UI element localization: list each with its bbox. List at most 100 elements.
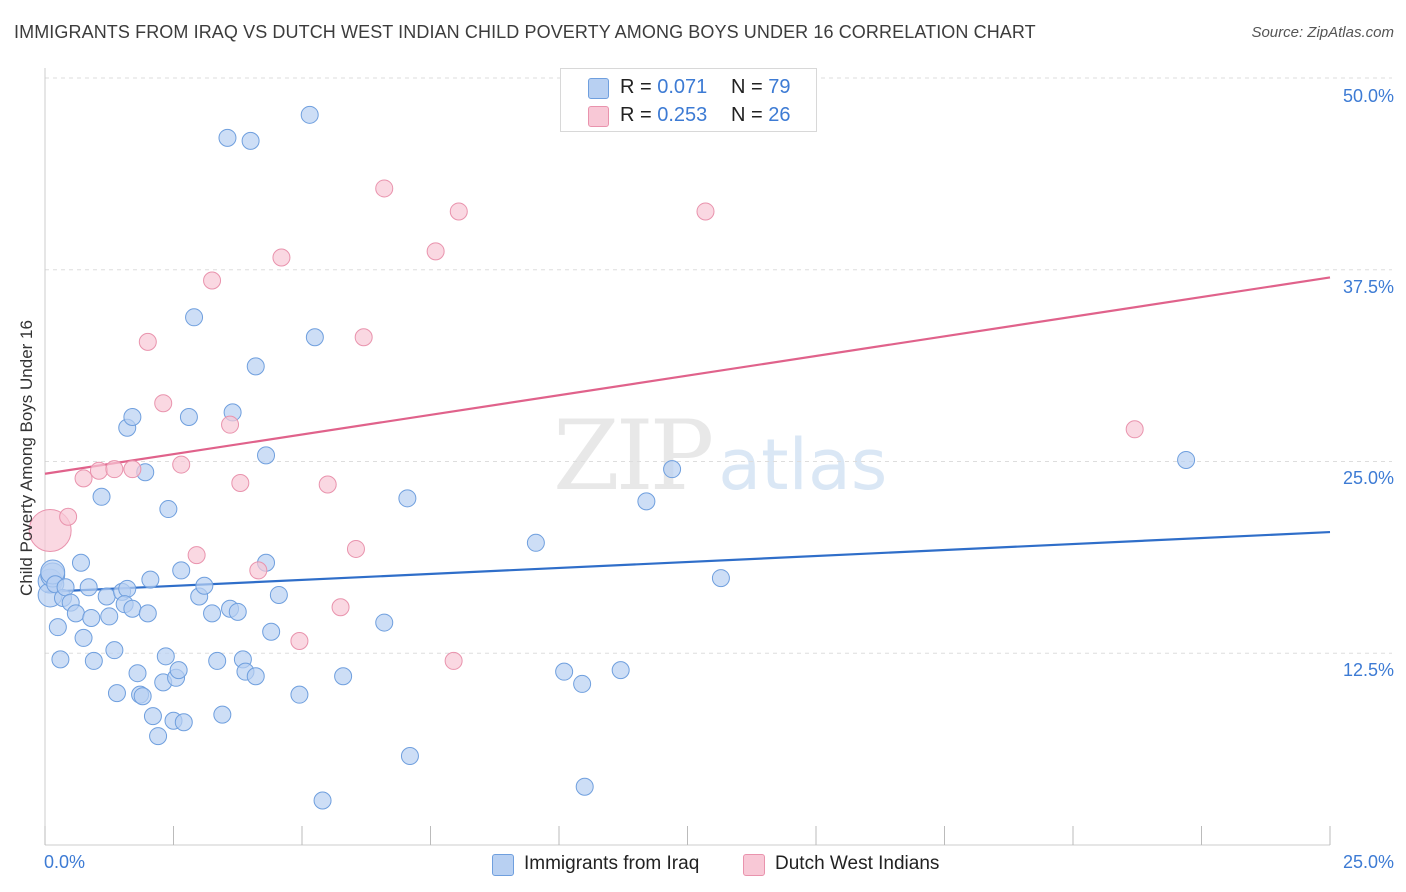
legend-swatch-blue <box>588 78 609 99</box>
point-iraq <box>169 661 188 680</box>
trend-line-dutch-west-indian <box>44 276 1331 475</box>
point-iraq <box>118 579 137 598</box>
point-iraq <box>305 328 324 347</box>
point-iraq <box>79 578 98 597</box>
point-iraq <box>208 651 227 670</box>
legend-r-dutch-west-indian: R = 0.253 <box>620 104 708 126</box>
point-iraq <box>123 408 142 427</box>
point-iraq <box>84 651 103 670</box>
point-iraq <box>573 674 592 693</box>
point-iraq <box>48 618 67 637</box>
point-dutch-west-indian <box>249 561 268 580</box>
x-tick-label-min: 0.0% <box>44 852 86 872</box>
point-dutch-west-indian <box>74 469 93 488</box>
point-iraq <box>526 533 545 552</box>
point-iraq <box>575 777 594 796</box>
point-dutch-west-indian <box>231 473 250 492</box>
y-tick-label-12-5: 12.5% <box>1342 660 1394 680</box>
point-iraq <box>195 576 214 595</box>
point-iraq <box>269 585 288 604</box>
point-dutch-west-indian <box>123 460 142 479</box>
point-dutch-west-indian <box>221 415 240 434</box>
point-dutch-west-indian <box>272 248 291 267</box>
point-dutch-west-indian <box>449 202 468 221</box>
point-iraq <box>123 599 142 618</box>
trend-line-iraq <box>44 530 1331 593</box>
chart-source: Source: ZipAtlas.com <box>1251 24 1394 41</box>
point-iraq <box>56 578 75 597</box>
point-iraq <box>97 587 116 606</box>
chart-title: IMMIGRANTS FROM IRAQ VS DUTCH WEST INDIA… <box>14 22 1036 42</box>
bottom-legend-label-dutch-west-indian: Dutch West Indians <box>775 853 940 874</box>
legend-n-iraq: N = 79 <box>731 76 791 98</box>
point-dutch-west-indian <box>105 460 124 479</box>
point-iraq <box>213 705 232 724</box>
point-iraq <box>246 357 265 376</box>
point-iraq <box>246 667 265 686</box>
point-dutch-west-indian <box>187 546 206 565</box>
point-iraq <box>637 492 656 511</box>
legend-r-iraq: R = 0.071 <box>620 76 708 98</box>
point-iraq <box>107 684 126 703</box>
point-dutch-west-indian <box>696 202 715 221</box>
point-iraq <box>375 613 394 632</box>
point-iraq <box>105 641 124 660</box>
point-dutch-west-indian <box>346 539 365 558</box>
point-iraq <box>334 667 353 686</box>
watermark-zip: ZIP <box>553 400 714 512</box>
trend-lines <box>44 276 1331 593</box>
y-axis-label: Child Poverty Among Boys Under 16 <box>17 320 36 596</box>
point-iraq <box>611 661 630 680</box>
point-iraq <box>66 604 85 623</box>
bottom-legend: Immigrants from Iraq Dutch West Indians <box>0 853 1406 879</box>
legend-swatch-pink <box>588 106 609 127</box>
point-dutch-west-indian <box>172 455 191 474</box>
point-iraq <box>241 131 260 150</box>
point-dutch-west-indian <box>1125 420 1144 439</box>
point-iraq <box>218 128 237 147</box>
bottom-legend-swatch-pink <box>743 854 765 876</box>
point-iraq <box>143 707 162 726</box>
point-dutch-west-indian <box>354 328 373 347</box>
point-iraq <box>1177 450 1196 469</box>
x-axis <box>44 68 1331 846</box>
point-iraq <box>138 604 157 623</box>
point-iraq <box>156 647 175 666</box>
data-points <box>28 105 1196 810</box>
point-iraq <box>159 500 178 519</box>
x-tick-label-max: 25.0% <box>1342 852 1394 872</box>
point-iraq <box>172 561 191 580</box>
point-iraq <box>400 747 419 766</box>
point-dutch-west-indian <box>154 394 173 413</box>
point-dutch-west-indian <box>89 461 108 480</box>
point-iraq <box>290 685 309 704</box>
point-dutch-west-indian <box>59 507 78 526</box>
point-iraq <box>711 569 730 588</box>
point-dutch-west-indian <box>138 332 157 351</box>
legend-n-dutch-west-indian: N = 26 <box>731 104 791 126</box>
point-iraq <box>128 664 147 683</box>
point-dutch-west-indian <box>318 475 337 494</box>
point-iraq <box>74 628 93 647</box>
point-iraq <box>133 687 152 706</box>
point-iraq <box>257 446 276 465</box>
point-dutch-west-indian <box>375 179 394 198</box>
bottom-legend-swatch-blue <box>492 854 514 876</box>
point-iraq <box>555 662 574 681</box>
point-iraq <box>228 602 247 621</box>
point-iraq <box>100 607 119 626</box>
watermark: ZIP atlas <box>553 400 887 512</box>
point-iraq <box>92 487 111 506</box>
point-iraq <box>174 713 193 732</box>
point-iraq <box>179 408 198 427</box>
point-dutch-west-indian <box>203 271 222 290</box>
bottom-legend-label-iraq: Immigrants from Iraq <box>524 853 700 874</box>
y-tick-label-37-5: 37.5% <box>1342 277 1394 297</box>
point-iraq <box>398 489 417 508</box>
point-dutch-west-indian <box>426 242 445 261</box>
point-iraq <box>51 650 70 669</box>
y-tick-label-25: 25.0% <box>1342 468 1394 488</box>
point-dutch-west-indian <box>331 598 350 617</box>
point-iraq <box>185 308 204 327</box>
